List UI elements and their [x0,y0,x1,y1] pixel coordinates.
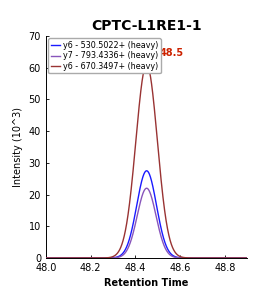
Title: CPTC-L1RE1-1: CPTC-L1RE1-1 [91,20,201,33]
X-axis label: Retention Time: Retention Time [104,278,188,288]
Y-axis label: Intensity (10^3): Intensity (10^3) [13,107,23,187]
Text: 48.5: 48.5 [150,48,183,63]
Legend: y6 - 530.5022+ (heavy), y7 - 793.4336+ (heavy), y6 - 670.3497+ (heavy): y6 - 530.5022+ (heavy), y7 - 793.4336+ (… [48,38,160,74]
